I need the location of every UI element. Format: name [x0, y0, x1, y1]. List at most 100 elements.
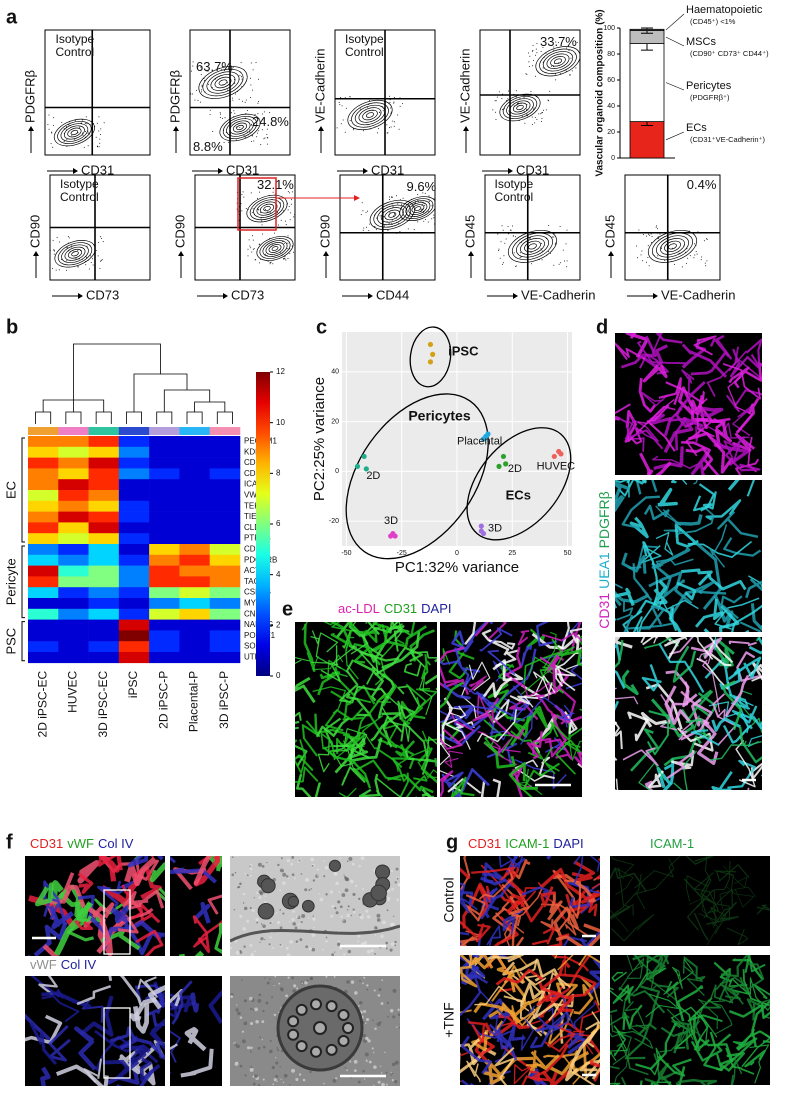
heatmap-cell: [118, 500, 150, 512]
flow-event: [434, 198, 435, 200]
vessel: [755, 637, 761, 642]
heatmap-cell: [58, 576, 89, 588]
vessel: [569, 889, 600, 913]
heatmap-cell: [209, 544, 241, 556]
vessel: [440, 770, 454, 797]
legend-note: (CD45⁺) <1%: [690, 17, 736, 26]
flow-event: [649, 234, 651, 236]
flow-event: [390, 196, 392, 198]
flow-event: [258, 191, 260, 193]
image-clip: [230, 976, 400, 1086]
vessel: [317, 737, 330, 773]
em-texture: [234, 1061, 239, 1066]
stain-name: vWF: [67, 836, 94, 851]
em-texture: [249, 1067, 254, 1072]
panel-letter: c: [316, 316, 327, 338]
colorbar: [256, 372, 270, 676]
vessel: [731, 705, 758, 724]
em-texture: [334, 951, 336, 953]
flow-event: [555, 41, 557, 43]
flow-event: [263, 138, 265, 140]
vessel: [703, 604, 740, 632]
heatmap-cell: [209, 619, 241, 631]
vessel: [736, 651, 762, 682]
flow-event: [545, 109, 547, 111]
flow-contour: [71, 251, 79, 257]
vessel: [725, 885, 755, 908]
vessel: [77, 860, 100, 884]
vessel: [610, 867, 647, 892]
vessel: [615, 592, 650, 607]
heatmap-cell: [149, 565, 180, 577]
flow-event: [505, 238, 507, 240]
flow-event: [392, 215, 394, 217]
x-tick-label: -25: [397, 550, 407, 557]
vessel: [510, 1005, 536, 1025]
flow-event: [655, 226, 657, 228]
vessel: [731, 604, 762, 632]
vessel: [707, 573, 747, 591]
vessel: [648, 710, 674, 730]
vessel: [440, 646, 465, 684]
em-texture: [265, 1001, 269, 1005]
axis-arrow-head: [223, 293, 228, 299]
vessel: [613, 1048, 630, 1085]
flow-event: [195, 89, 197, 91]
flow-event: [255, 62, 257, 64]
y-tick-label: 100: [603, 25, 615, 32]
vessel: [588, 958, 600, 995]
flow-event: [258, 262, 260, 264]
vessel: [551, 955, 590, 972]
heatmap-cell: [209, 587, 241, 599]
y-axis-label: VE-Cadherin: [457, 49, 472, 123]
vessel: [470, 955, 511, 961]
vessel: [657, 1055, 692, 1077]
flow-event: [289, 253, 291, 255]
heatmap-cell: [179, 652, 211, 664]
stain-label: CD31 ICAM-1 DAPI: [468, 836, 584, 851]
flow-event: [242, 100, 244, 102]
vessel: [719, 667, 741, 690]
em-texture: [271, 996, 274, 999]
em-texture: [271, 1066, 275, 1070]
vessel: [615, 700, 620, 711]
flow-event: [85, 264, 87, 266]
stain-name: CD31: [30, 836, 63, 851]
em-texture: [366, 914, 371, 919]
vessel: [540, 886, 556, 908]
flow-event: [260, 144, 262, 146]
vessel: [695, 598, 724, 628]
heatmap-cell: [28, 641, 59, 653]
flow-event: [221, 117, 223, 119]
heatmap-cell: [209, 479, 241, 491]
vessel: [622, 1004, 643, 1030]
vessel: [739, 621, 762, 632]
vessel: [510, 705, 548, 747]
vessel: [681, 338, 707, 369]
vessel: [637, 398, 675, 425]
vessel: [116, 856, 123, 871]
flow-contour: [57, 121, 92, 144]
isotype-note: Isotype: [56, 32, 95, 46]
heatmap-cell: [149, 544, 180, 556]
vessel: [501, 883, 522, 927]
vesicle: [313, 1021, 327, 1035]
em-texture: [395, 867, 399, 871]
heatmap-cell: [28, 457, 59, 469]
em-texture: [249, 865, 251, 867]
vessel: [564, 711, 578, 735]
vessel: [589, 1059, 600, 1068]
heatmap-cell: [58, 500, 89, 512]
vessel: [135, 929, 164, 956]
flow-event: [238, 98, 240, 100]
flow-event: [495, 118, 497, 120]
flow-event: [648, 265, 650, 267]
vessel: [663, 958, 694, 995]
vessel: [171, 980, 193, 1025]
em-texture: [241, 1030, 244, 1033]
vessel: [400, 700, 426, 725]
vessel: [565, 905, 577, 936]
heatmap-cell: [179, 490, 211, 502]
flow-event: [205, 70, 207, 72]
em-texture: [278, 982, 281, 985]
